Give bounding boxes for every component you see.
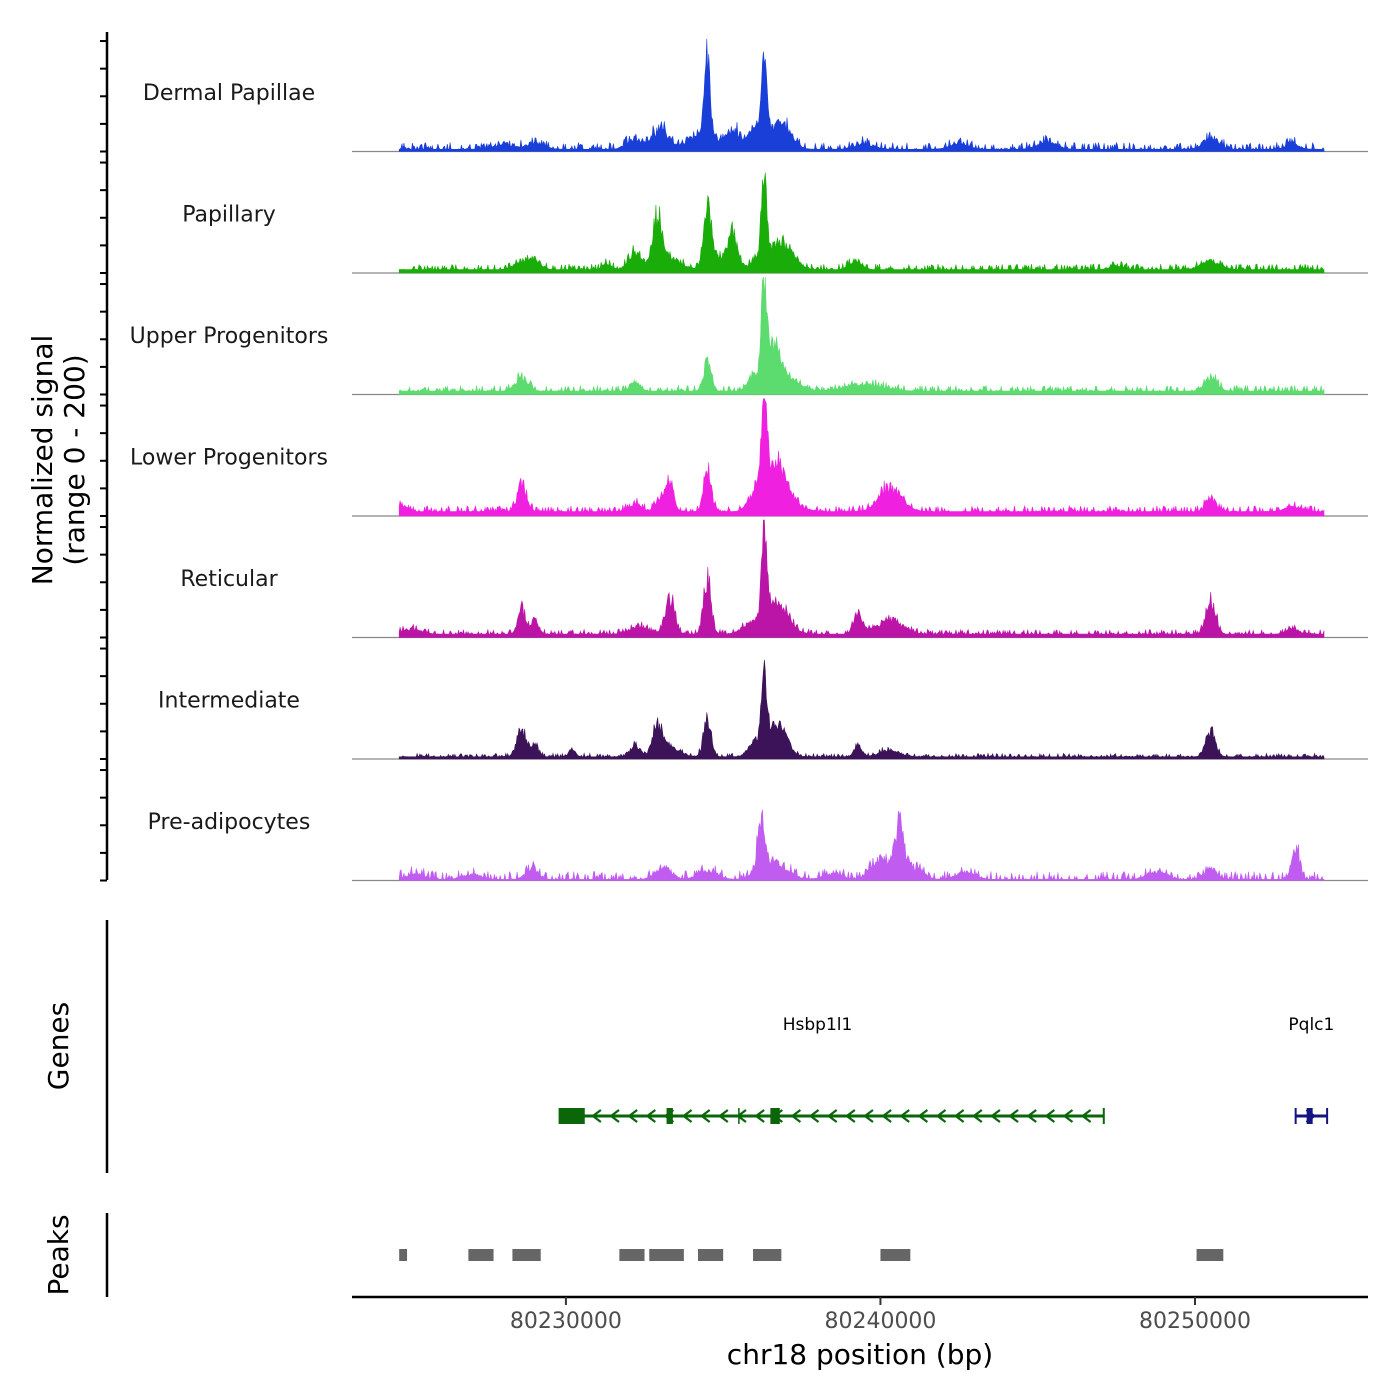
chevron-left-icon	[826, 1109, 838, 1123]
chevron-left-icon	[1044, 1109, 1056, 1123]
y-axis-subtitle: (range 0 - 200)	[58, 354, 91, 565]
coverage-area	[398, 172, 1325, 274]
chevron-left-icon	[609, 1109, 620, 1123]
track-label: Reticular	[180, 567, 278, 592]
track-label: Papillary	[182, 203, 276, 228]
x-tick-label: 80240000	[824, 1309, 936, 1334]
track-label: Upper Progenitors	[130, 324, 329, 349]
peak-region	[619, 1249, 645, 1261]
peak-region	[399, 1249, 408, 1261]
signal-axis-ticks	[100, 40, 107, 882]
chevron-left-icon	[591, 1109, 602, 1123]
peak-region	[753, 1249, 782, 1261]
gene-label: Hsbp1l1	[783, 1015, 853, 1035]
coverage-track: Papillary	[182, 172, 1368, 274]
coverage-area	[398, 519, 1325, 638]
chevron-left-icon	[1062, 1109, 1074, 1123]
x-axis-ticks: 80230000 80240000 80250000	[510, 1297, 1251, 1334]
chevron-left-icon	[917, 1109, 929, 1123]
coverage-area	[398, 276, 1325, 395]
peak-region	[1196, 1249, 1224, 1261]
genes-axis-title: Genes	[42, 1002, 75, 1090]
chevron-left-icon	[808, 1109, 820, 1123]
coverage-track: Intermediate	[158, 659, 1368, 760]
chevron-left-icon	[718, 1109, 729, 1123]
x-tick-label: 80250000	[1139, 1309, 1251, 1334]
chevron-left-icon	[754, 1109, 765, 1123]
track-label: Pre-adipocytes	[148, 810, 311, 835]
x-tick-label: 80230000	[510, 1309, 622, 1334]
chevron-left-icon	[953, 1109, 965, 1123]
coverage-track: Upper Progenitors	[130, 276, 1368, 396]
peak-regions-panel	[399, 1249, 1224, 1261]
chevron-left-icon	[627, 1109, 638, 1123]
peak-region	[880, 1249, 911, 1261]
gene-label: Pqlc1	[1288, 1015, 1334, 1035]
gene-annotation-panel: Hsbp1l1 Pqlc1	[558, 1015, 1334, 1124]
chevron-left-icon	[935, 1109, 947, 1123]
coverage-track: Pre-adipocytes	[148, 809, 1368, 882]
chevron-left-icon	[990, 1109, 1001, 1123]
chevron-left-icon	[681, 1109, 693, 1123]
coverage-track: Lower Progenitors	[130, 398, 1368, 517]
chevron-left-icon	[881, 1109, 892, 1123]
track-label: Intermediate	[158, 689, 300, 714]
gene-exon	[666, 1108, 673, 1124]
chevron-left-icon	[790, 1109, 802, 1123]
chevron-left-icon	[1008, 1109, 1019, 1123]
coverage-tracks: Dermal Papillae Papillary Upper Progenitor…	[130, 38, 1368, 882]
peaks-axis-title: Peaks	[42, 1214, 75, 1295]
chevron-left-icon	[899, 1109, 910, 1123]
chevron-left-icon	[1080, 1109, 1092, 1123]
gene-exon	[770, 1108, 780, 1124]
gene-exon	[1306, 1108, 1313, 1124]
y-axis-title: Normalized signal	[26, 335, 59, 586]
gene-exon	[559, 1108, 585, 1124]
coverage-track: Reticular	[180, 519, 1368, 639]
coverage-area	[398, 659, 1325, 760]
chevron-left-icon	[844, 1109, 856, 1123]
x-axis-title: chr18 position (bp)	[727, 1338, 993, 1371]
peak-region	[698, 1249, 724, 1261]
peak-region	[468, 1249, 494, 1261]
coverage-area	[398, 398, 1325, 517]
track-label: Lower Progenitors	[130, 446, 328, 471]
chevron-left-icon	[971, 1109, 983, 1123]
coverage-area	[398, 809, 1325, 881]
chevron-left-icon	[699, 1109, 711, 1123]
gene-model: Hsbp1l1	[558, 1015, 1105, 1124]
track-label: Dermal Papillae	[143, 81, 315, 106]
chevron-left-icon	[1026, 1109, 1037, 1123]
chevron-left-icon	[736, 1109, 747, 1123]
peak-region	[512, 1249, 541, 1261]
peak-region	[649, 1249, 684, 1261]
chevron-left-icon	[863, 1109, 874, 1123]
chevron-left-icon	[645, 1109, 656, 1123]
coverage-area	[398, 38, 1325, 152]
gene-model: Pqlc1	[1288, 1015, 1334, 1124]
coverage-track: Dermal Papillae	[143, 38, 1368, 153]
